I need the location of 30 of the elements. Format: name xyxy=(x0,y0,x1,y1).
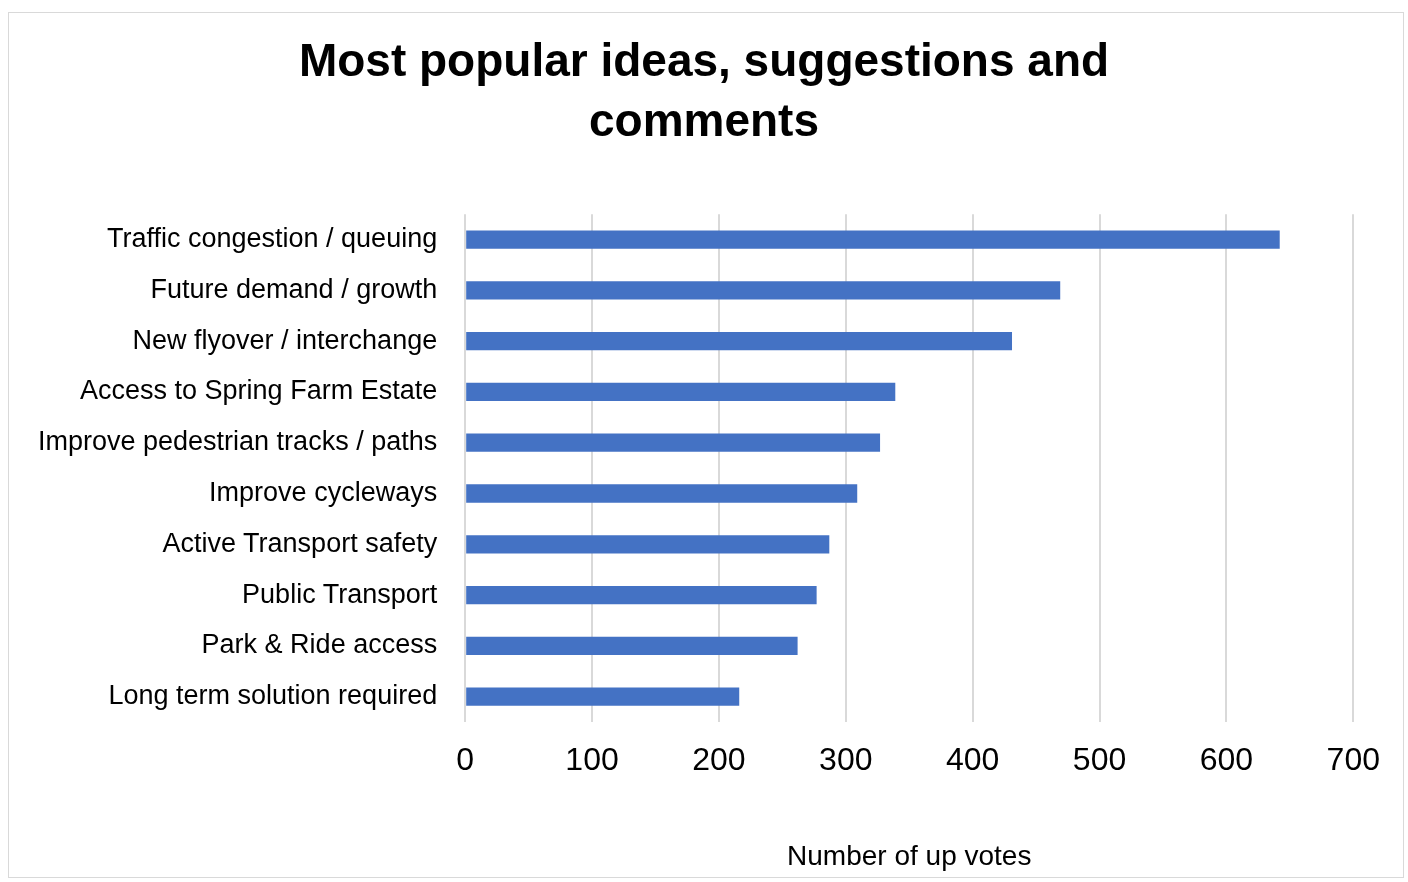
y-tick-label: Public Transport xyxy=(242,578,438,609)
bar xyxy=(466,332,1013,351)
x-tick-label: 400 xyxy=(945,741,1000,778)
bar xyxy=(466,636,798,655)
y-tick-label: Traffic congestion / queuing xyxy=(106,223,438,254)
bar xyxy=(466,535,830,554)
y-tick-label: Active Transport safety xyxy=(162,527,438,558)
bar xyxy=(466,382,896,402)
y-tick-label: Future demand / growth xyxy=(150,273,438,304)
bar xyxy=(466,281,1061,300)
y-tick-label: New flyover / interchange xyxy=(132,324,438,355)
x-tick-label: 600 xyxy=(1199,741,1254,778)
x-tick-label: 0 xyxy=(456,741,475,778)
x-tick-label: 300 xyxy=(819,741,873,778)
y-tick-label: Improve cycleways xyxy=(209,476,438,507)
y-tick-label: Access to Spring Farm Estate xyxy=(80,375,438,406)
bar xyxy=(466,230,1280,249)
y-tick-label: Long term solution required xyxy=(108,680,438,711)
x-tick-label: 100 xyxy=(565,741,619,778)
bar xyxy=(466,433,881,452)
x-axis-title: Number of up votes xyxy=(787,839,1032,871)
bar xyxy=(466,687,740,706)
bar xyxy=(466,484,858,503)
chart-title: Most popular ideas, suggestions and comments xyxy=(297,33,1111,148)
bar xyxy=(466,585,817,605)
y-tick-label: Park & Ride access xyxy=(201,629,438,660)
x-tick-label: 500 xyxy=(1072,741,1127,778)
x-tick-label: 700 xyxy=(1326,741,1380,778)
y-tick-label: Improve pedestrian tracks / paths xyxy=(38,426,438,457)
x-tick-label: 200 xyxy=(692,741,746,778)
